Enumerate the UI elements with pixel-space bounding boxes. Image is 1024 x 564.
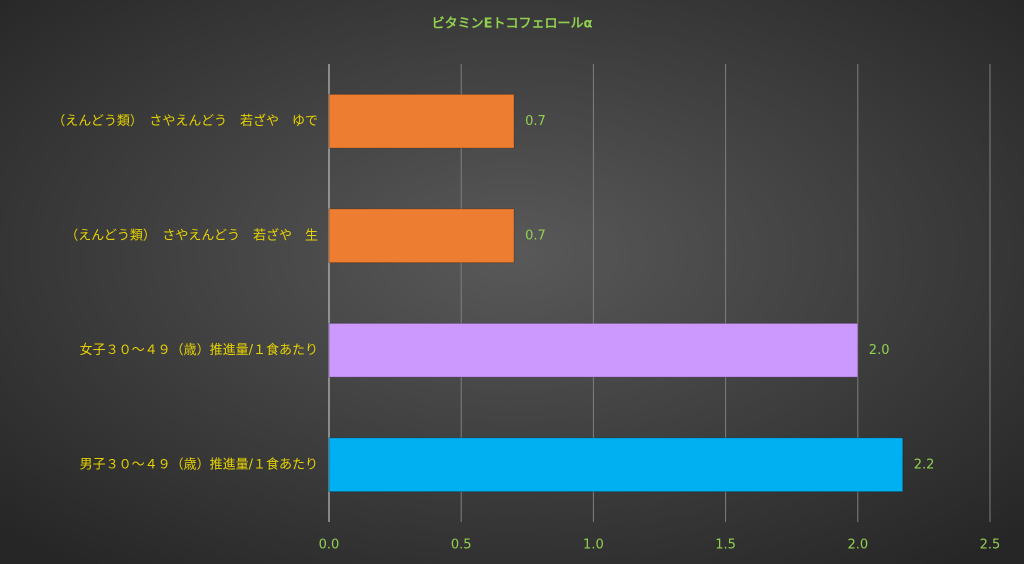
value-label: 2.0 [869, 343, 890, 358]
x-tick-label: 1.5 [715, 538, 736, 553]
value-label: 0.7 [525, 228, 546, 243]
x-tick-label: 0.5 [451, 538, 472, 553]
chart-title: ビタミンEトコフェロールα [432, 16, 593, 32]
y-tick-label: 男子３０～４９（歳）推進量/１食あたり [80, 456, 318, 472]
bar [328, 322, 859, 378]
x-tick-label: 1.0 [583, 538, 604, 553]
bar [328, 437, 904, 493]
y-tick-label: （えんどう類） さやえんどう 若ざや 生 [65, 227, 318, 243]
x-tick-label: 2.5 [980, 538, 1001, 553]
bar [328, 93, 515, 149]
bar [328, 208, 515, 264]
value-label: 0.7 [525, 114, 546, 129]
x-tick-label: 2.0 [847, 538, 868, 553]
x-tick-label: 0.0 [319, 538, 340, 553]
y-tick-label: 女子３０～４９（歳）推進量/１食あたり [80, 342, 318, 358]
value-label: 2.2 [914, 457, 935, 472]
y-tick-label: （えんどう類） さやえんどう 若ざや ゆで [52, 113, 318, 129]
